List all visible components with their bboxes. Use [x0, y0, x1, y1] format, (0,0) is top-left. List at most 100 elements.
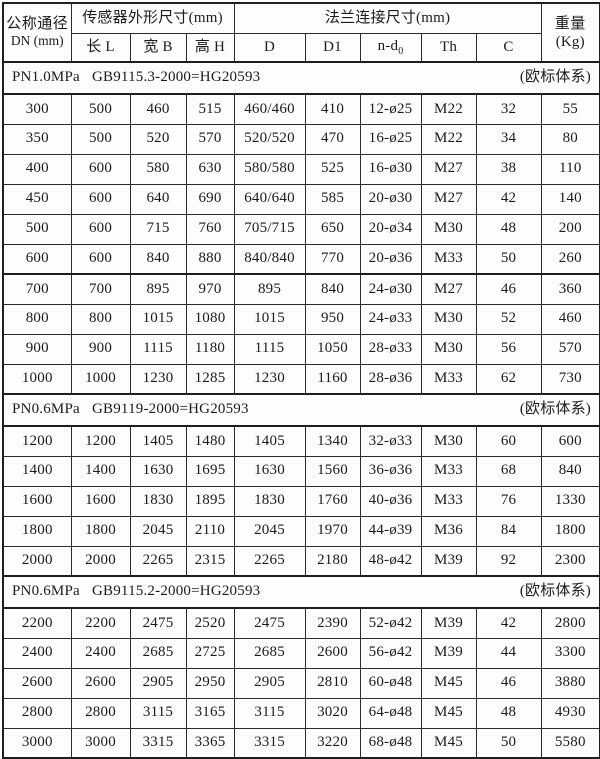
- table-cell: 840: [129, 243, 187, 275]
- table-cell: 600: [2, 243, 72, 275]
- table-header: 公称通径 DN (mm) 传感器外形尺寸(mm) 法兰连接尺寸(mm) 重量 (…: [2, 2, 600, 63]
- table-row: 350 500 520 570 520/520 470 16-ø25 M22 34 80: [2, 123, 600, 155]
- table-cell: M45: [420, 667, 477, 699]
- table-cell: 1895: [185, 485, 235, 517]
- table-cell: M30: [420, 303, 477, 335]
- table-cell: 68-ø48: [359, 727, 422, 759]
- table-cell: 200: [540, 213, 600, 245]
- table-cell: 2600: [70, 667, 131, 699]
- table-cell: 1115: [129, 333, 187, 365]
- table-cell: 525: [304, 153, 361, 185]
- table-cell: 600: [540, 425, 600, 457]
- table-cell: 950: [304, 303, 361, 335]
- table-cell: 5580: [540, 727, 600, 759]
- header-sensor-dimensions-group: 传感器外形尺寸(mm): [70, 2, 235, 34]
- section-header-cell: PN0.6MPa GB9119-2000=HG20593 (欧标体系): [2, 393, 600, 427]
- header-n-d0: n-d0: [359, 32, 422, 63]
- table-cell: 3220: [304, 727, 361, 759]
- table-cell: 350: [2, 123, 72, 155]
- table-row: 300 500 460 515 460/460 410 12-ø25 M22 32 55: [2, 93, 600, 125]
- table-cell: 2600: [304, 637, 361, 669]
- table-cell: 640: [129, 183, 187, 215]
- table-cell: 880: [185, 243, 235, 275]
- table-cell: 56-ø42: [359, 637, 422, 669]
- header-nominal-diameter-cn: 公称通径: [6, 16, 69, 33]
- header-c: C: [475, 32, 542, 63]
- table-cell: 1600: [70, 485, 131, 517]
- table-cell: 1180: [185, 333, 235, 365]
- table-cell: 640/640: [233, 183, 306, 215]
- table-cell: 3115: [233, 697, 306, 729]
- table-cell: 600: [70, 243, 131, 275]
- table-cell: 1480: [185, 425, 235, 457]
- table-cell: 900: [70, 333, 131, 365]
- table-cell: 3315: [233, 727, 306, 759]
- table-cell: 2315: [185, 545, 235, 577]
- table-cell: 92: [475, 545, 542, 577]
- table-row: 1800 1800 2045 2110 2045 1970 44-ø39 M36 84 1800: [2, 515, 600, 547]
- table-cell: 2950: [185, 667, 235, 699]
- table-cell: 630: [185, 153, 235, 185]
- table-cell: 1800: [2, 515, 72, 547]
- table-cell: 570: [185, 123, 235, 155]
- table-cell: 1405: [233, 425, 306, 457]
- table-cell: 2810: [304, 667, 361, 699]
- table-cell: 2685: [233, 637, 306, 669]
- header-nominal-diameter: 公称通径 DN (mm): [2, 2, 72, 63]
- table-cell: 1340: [304, 425, 361, 457]
- table-cell: 2800: [2, 697, 72, 729]
- table-cell: 50: [475, 727, 542, 759]
- table-cell: 1285: [185, 363, 235, 395]
- table-cell: 2520: [185, 607, 235, 639]
- table-cell: 3000: [2, 727, 72, 759]
- section-header-cell: PN0.6MPa GB9115.2-2000=HG20593 (欧标体系): [2, 575, 600, 609]
- standard-code-label: GB9115.2-2000=HG20593: [92, 583, 261, 600]
- table-cell: 600: [70, 213, 131, 245]
- table-cell: 1695: [185, 455, 235, 487]
- table-cell: 2725: [185, 637, 235, 669]
- table-cell: 300: [2, 93, 72, 125]
- table-cell: 2600: [2, 667, 72, 699]
- table-row: 1000 1000 1230 1285 1230 1160 28-ø36 M33 62 730: [2, 363, 600, 395]
- table-row: 2800 2800 3115 3165 3115 3020 64-ø48 M45 48 4930: [2, 697, 600, 729]
- table-cell: 1760: [304, 485, 361, 517]
- table-cell: M45: [420, 697, 477, 729]
- table-cell: 38: [475, 153, 542, 185]
- table-cell: 36-ø36: [359, 455, 422, 487]
- table-cell: M22: [420, 93, 477, 125]
- table-cell: M27: [420, 153, 477, 185]
- table-cell: 1600: [2, 485, 72, 517]
- standard-system-note: (欧标体系): [519, 401, 592, 418]
- table-cell: 60: [475, 425, 542, 457]
- table-cell: 1830: [233, 485, 306, 517]
- table-cell: 55: [540, 93, 600, 125]
- table-cell: 1050: [304, 333, 361, 365]
- header-weight: 重量 (Kg): [540, 2, 600, 63]
- table-cell: M39: [420, 607, 477, 639]
- table-row: 500 600 715 760 705/715 650 20-ø34 M30 48 200: [2, 213, 600, 245]
- table-cell: 2800: [540, 607, 600, 639]
- table-cell: 470: [304, 123, 361, 155]
- table-cell: 1080: [185, 303, 235, 335]
- table-cell: 360: [540, 273, 600, 305]
- section-header-row: PN0.6MPa GB9115.2-2000=HG20593 (欧标体系): [2, 575, 600, 609]
- table-cell: 700: [70, 273, 131, 305]
- table-cell: 48: [475, 213, 542, 245]
- table-cell: 1230: [233, 363, 306, 395]
- header-nominal-diameter-unit: DN (mm): [10, 33, 64, 49]
- table-cell: 1560: [304, 455, 361, 487]
- table-cell: 3315: [129, 727, 187, 759]
- table-cell: 450: [2, 183, 72, 215]
- table-cell: 1405: [129, 425, 187, 457]
- table-cell: M30: [420, 333, 477, 365]
- table-cell: 2390: [304, 607, 361, 639]
- table-cell: 140: [540, 183, 600, 215]
- table-cell: 2000: [2, 545, 72, 577]
- table-cell: 3165: [185, 697, 235, 729]
- table-cell: 50: [475, 243, 542, 275]
- table-cell: 2300: [540, 545, 600, 577]
- table-cell: 110: [540, 153, 600, 185]
- table-cell: 2685: [129, 637, 187, 669]
- table-cell: 2180: [304, 545, 361, 577]
- table-cell: 34: [475, 123, 542, 155]
